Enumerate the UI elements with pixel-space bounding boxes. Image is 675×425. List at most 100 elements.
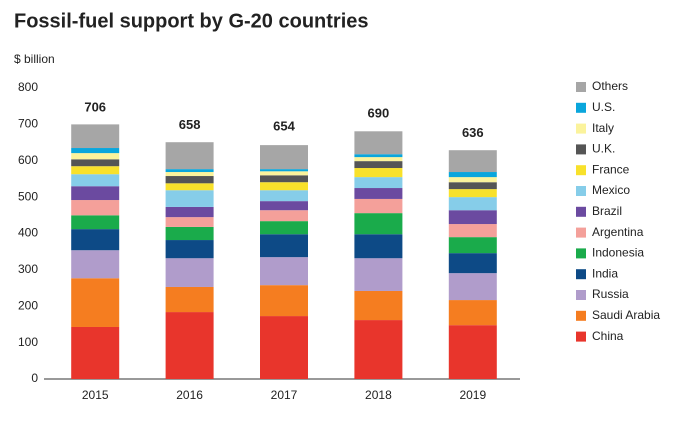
total-label: 706: [84, 100, 106, 115]
bar-segment: [260, 201, 308, 211]
y-tick-label: 700: [18, 117, 38, 131]
bar-segment: [260, 171, 308, 176]
x-tick-label: 2018: [365, 388, 392, 402]
total-label: 658: [179, 117, 201, 132]
bar-segment: [165, 258, 214, 287]
x-tick-label: 2015: [82, 388, 109, 402]
bar-segment: [165, 169, 214, 173]
total-label: 654: [273, 119, 295, 134]
legend-swatch: [576, 269, 586, 280]
bar-segment: [165, 183, 214, 191]
bar-segment: [354, 168, 403, 178]
y-tick-label: 500: [18, 189, 38, 203]
y-tick-label: 0: [31, 371, 38, 385]
bar-segment: [165, 217, 214, 227]
bar-segment: [165, 240, 214, 259]
legend-swatch: [576, 123, 586, 134]
legend-label: U.S.: [592, 100, 615, 114]
bar-segment: [448, 300, 497, 326]
bar-segment: [354, 290, 403, 321]
bar-segment: [165, 226, 214, 241]
y-tick-label: 200: [18, 298, 38, 312]
legend-swatch: [576, 206, 586, 217]
bar-segment: [260, 285, 308, 317]
x-tick-label: 2019: [459, 388, 486, 402]
legend-swatch: [576, 331, 586, 342]
x-tick-label: 2017: [271, 388, 298, 402]
legend-label: Italy: [592, 121, 614, 135]
bar-segment: [354, 198, 403, 214]
legend-swatch: [576, 165, 586, 176]
bar-segment: [71, 215, 120, 230]
legend-label: Others: [592, 79, 628, 93]
total-label: 690: [368, 105, 390, 120]
legend-label: Brazil: [592, 204, 622, 218]
bar-segment: [448, 273, 497, 301]
bar-segment: [260, 175, 308, 183]
legend-label: Russia: [592, 287, 629, 301]
y-tick-label: 600: [18, 153, 38, 167]
bar-segment: [165, 206, 214, 218]
bar-segment: [260, 221, 308, 235]
legend-swatch: [576, 248, 586, 259]
y-tick-label: 800: [18, 80, 38, 94]
bar-segment: [354, 157, 403, 162]
bar-segment: [354, 161, 403, 169]
bar-segment: [448, 224, 497, 238]
bar-segment: [71, 124, 120, 149]
bar-segment: [448, 210, 497, 225]
bar-segment: [71, 278, 120, 327]
legend-label: U.K.: [592, 142, 615, 156]
bar-segment: [71, 250, 120, 279]
bar-segment: [165, 176, 214, 184]
legend-swatch: [576, 144, 586, 155]
legend-swatch: [576, 310, 586, 321]
bar-segment: [165, 312, 214, 379]
bar-segment: [260, 234, 308, 258]
bar-segment: [354, 234, 403, 259]
y-tick-label: 400: [18, 226, 38, 240]
bar-segment: [354, 154, 403, 158]
legend-swatch: [576, 102, 586, 113]
bar-segment: [165, 286, 214, 313]
bar-segment: [448, 150, 497, 173]
legend-label: India: [592, 266, 618, 280]
bar-segment: [71, 326, 120, 379]
y-axis-label: $ billion: [14, 52, 55, 66]
bar-segment: [448, 237, 497, 254]
bar-segment: [165, 172, 214, 177]
bar-segment: [448, 197, 497, 211]
bar-segment: [354, 320, 403, 379]
bar-segment: [448, 172, 497, 178]
bar-segment: [71, 186, 120, 201]
bar-segment: [448, 253, 497, 274]
legend-label: Saudi Arabia: [592, 308, 660, 322]
bar-segment: [165, 142, 214, 170]
bar-segment: [71, 148, 120, 154]
bar-segment: [260, 182, 308, 191]
legend-label: Indonesia: [592, 246, 644, 260]
bar-segment: [71, 229, 120, 251]
legend-label: Argentina: [592, 225, 644, 239]
legend-label: China: [592, 329, 624, 343]
bar-segment: [260, 169, 308, 172]
bar-segment: [260, 210, 308, 222]
x-tick-label: 2016: [176, 388, 203, 402]
bar-segment: [448, 177, 497, 183]
legend-label: France: [592, 162, 630, 176]
legend-swatch: [576, 227, 586, 238]
y-tick-label: 300: [18, 262, 38, 276]
bar-segment: [71, 166, 120, 175]
y-tick-label: 100: [18, 335, 38, 349]
legend-swatch: [576, 290, 586, 300]
bar-segment: [71, 159, 120, 167]
bar-segment: [71, 174, 120, 187]
bar-segment: [260, 145, 308, 170]
chart-title: Fossil-fuel support by G-20 countries: [14, 10, 369, 32]
total-label: 636: [462, 125, 484, 140]
bar-segment: [448, 189, 497, 198]
bar-segment: [448, 182, 497, 190]
bar-segment: [260, 316, 308, 379]
bar-segment: [354, 131, 403, 155]
bar-segment: [165, 190, 214, 207]
